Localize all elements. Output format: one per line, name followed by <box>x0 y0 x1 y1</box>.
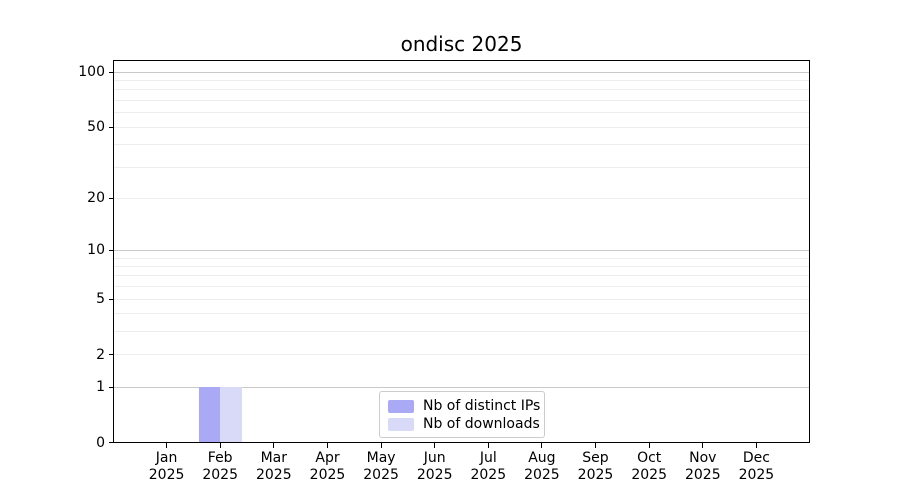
gridline-major-10 <box>114 249 809 251</box>
gridline-minor-7 <box>114 275 809 277</box>
x-axis-label-year: 2025 <box>309 467 346 483</box>
y-axis-label-100: 100 <box>78 64 105 81</box>
y-axis-tick-2 <box>109 354 113 356</box>
gridline-minor-40 <box>114 144 809 146</box>
x-axis-tick-nov <box>702 443 704 448</box>
x-axis-label-month: Apr <box>315 450 340 466</box>
x-axis-label-jun: Jun 2025 <box>395 450 475 484</box>
x-axis-label-month: May <box>366 450 396 466</box>
gridline-minor-70 <box>114 100 809 101</box>
x-axis-label-oct: Oct 2025 <box>609 450 689 484</box>
x-axis-label-mar: Mar 2025 <box>234 450 314 484</box>
x-axis-label-month: Mar <box>260 450 287 466</box>
x-axis-label-dec: Dec 2025 <box>716 450 796 484</box>
chart-title: ondisc 2025 <box>400 32 523 56</box>
x-axis-label-year: 2025 <box>148 467 185 483</box>
plot-frame <box>113 60 810 443</box>
x-axis-label-year: 2025 <box>363 467 399 483</box>
x-axis-label-year: 2025 <box>631 467 667 483</box>
x-axis-label-year: 2025 <box>202 467 238 483</box>
x-axis-tick-sep <box>595 443 596 448</box>
x-axis-label-may: May 2025 <box>341 450 421 484</box>
x-axis-label-jul: Jul 2025 <box>448 450 528 484</box>
gridline-major-1 <box>114 386 809 388</box>
gridline-minor-80 <box>114 89 809 91</box>
x-axis-tick-oct <box>648 443 650 448</box>
x-axis-label-feb: Feb 2025 <box>180 450 260 484</box>
x-axis-tick-jun <box>434 443 436 448</box>
y-axis-label-2: 2 <box>96 346 105 363</box>
legend-swatch-icon <box>388 399 414 413</box>
x-axis-label-year: 2025 <box>738 467 775 483</box>
x-axis-label-sep: Sep 2025 <box>556 450 636 484</box>
gridline-minor-5 <box>114 298 809 300</box>
legend-entry-nb-of-downloads: Nb of downloads <box>388 415 540 433</box>
x-axis-label-year: 2025 <box>577 467 614 483</box>
gridline-minor-30 <box>114 166 809 168</box>
gridline-minor-50 <box>114 126 809 128</box>
x-axis-label-apr: Apr 2025 <box>288 450 368 484</box>
x-axis-label-aug: Aug 2025 <box>502 450 582 484</box>
gridline-minor-90 <box>114 80 809 82</box>
x-axis-tick-dec <box>755 443 757 448</box>
y-axis-tick-1 <box>109 386 113 388</box>
x-axis-tick-mar <box>273 443 275 448</box>
x-axis-label-month: Dec <box>742 450 770 466</box>
y-axis-tick-100 <box>109 71 113 73</box>
x-axis-tick-jul <box>487 443 489 448</box>
legend-box: Nb of distinct IPs Nb of downloads <box>379 391 545 438</box>
gridline-minor-4 <box>114 313 809 315</box>
y-axis-label-50: 50 <box>87 119 105 136</box>
x-axis-label-month: Aug <box>528 450 556 466</box>
x-axis-label-year: 2025 <box>470 467 507 483</box>
gridline-minor-6 <box>114 286 809 288</box>
x-axis-label-month: Oct <box>637 450 662 466</box>
y-axis-label-20: 20 <box>87 190 105 207</box>
y-axis-tick-5 <box>109 298 113 300</box>
x-axis-label-month: Sep <box>582 450 609 466</box>
x-axis-label-year: 2025 <box>684 467 721 483</box>
x-axis-label-month: Nov <box>689 450 717 466</box>
x-axis-label-month: Jul <box>479 450 497 466</box>
gridline-minor-60 <box>114 112 809 114</box>
gridline-minor-8 <box>114 266 809 267</box>
gridline-minor-2 <box>114 354 809 356</box>
x-axis-tick-may <box>380 443 382 448</box>
y-axis-tick-10 <box>109 249 113 251</box>
x-axis-tick-aug <box>541 443 543 448</box>
gridline-major-100 <box>114 71 809 73</box>
x-axis-label-month: Jun <box>423 450 446 466</box>
x-axis-label-month: Jan <box>155 450 178 466</box>
x-axis-label-jan: Jan 2025 <box>127 450 207 484</box>
x-axis-label-year: 2025 <box>524 467 560 483</box>
x-axis-label-year: 2025 <box>255 467 292 483</box>
gridline-minor-9 <box>114 257 809 259</box>
y-axis-tick-20 <box>109 197 113 199</box>
x-axis-label-month: Feb <box>207 450 233 466</box>
bar-nb-of-downloads-feb <box>220 387 242 443</box>
x-axis-tick-jan <box>166 443 168 448</box>
legend-swatch-icon <box>388 417 414 431</box>
y-axis-tick-50 <box>109 126 113 128</box>
y-axis-label-0: 0 <box>96 434 105 451</box>
x-axis-label-nov: Nov 2025 <box>663 450 743 484</box>
legend-entry-nb-of-distinct-ips: Nb of distinct IPs <box>388 397 540 415</box>
x-axis-label-year: 2025 <box>416 467 453 483</box>
y-axis-tick-0 <box>109 442 113 443</box>
gridline-minor-3 <box>114 331 809 333</box>
y-axis-label-10: 10 <box>87 242 105 259</box>
x-axis-tick-apr <box>327 443 328 448</box>
bar-nb-of-distinct-ips-feb <box>198 387 221 443</box>
y-axis-label-5: 5 <box>96 291 105 307</box>
y-axis-label-1: 1 <box>96 379 105 396</box>
gridline-minor-20 <box>114 197 809 199</box>
x-axis-tick-feb <box>219 443 221 448</box>
legend-label: Nb of downloads <box>423 416 540 432</box>
legend-label: Nb of distinct IPs <box>423 398 541 414</box>
